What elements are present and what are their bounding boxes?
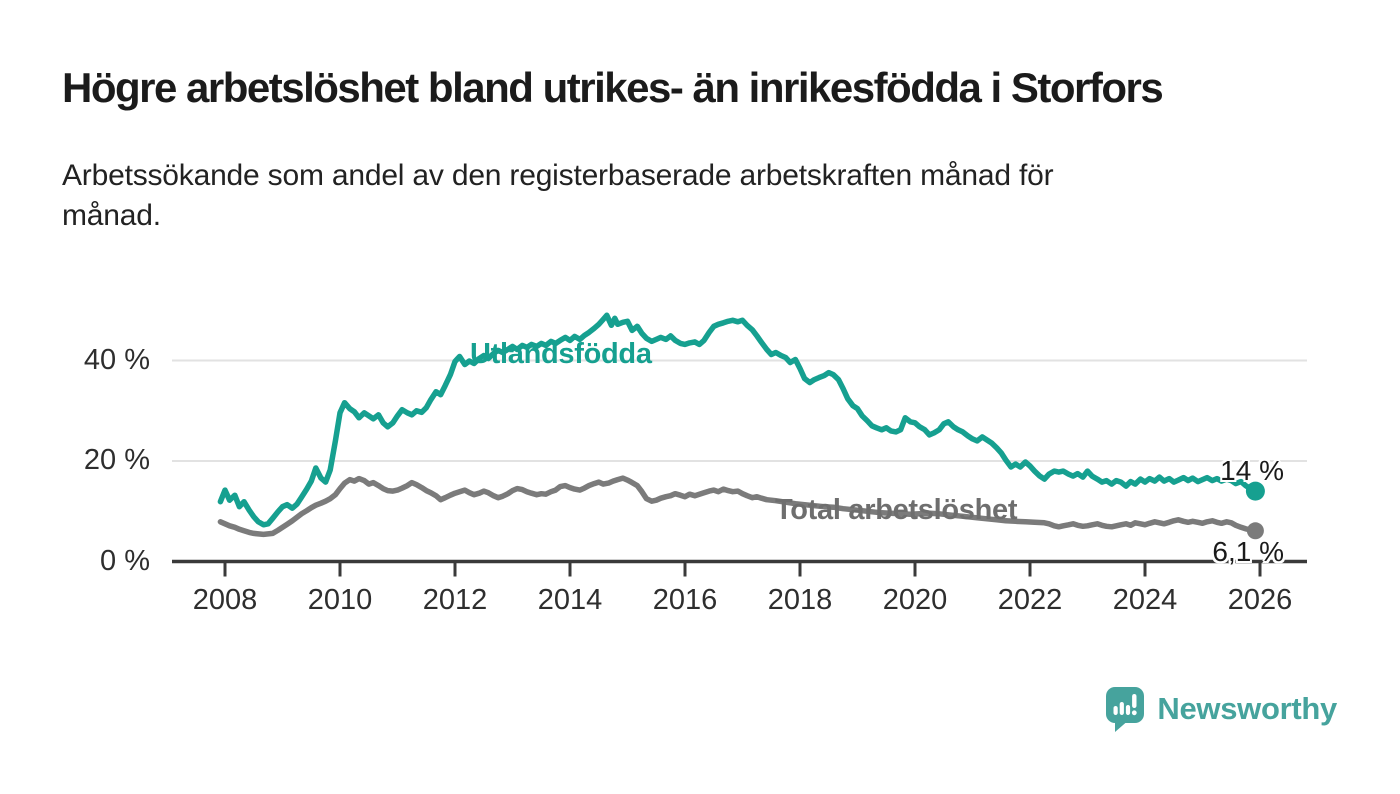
series-end-dot-utlandsfodda: [1245, 481, 1265, 501]
x-tick-label-2012: 2012: [422, 584, 488, 616]
brand-footer: Newsworthy: [1105, 686, 1337, 732]
x-tick-label-2010: 2010: [307, 584, 373, 616]
y-tick-label-40: 40 %: [83, 343, 150, 376]
chart-subtitle-line2: månad.: [62, 199, 161, 232]
series-label-total: Total arbetslöshet: [775, 494, 1018, 526]
chart-subtitle-line1: Arbetssökande som andel av den registerb…: [62, 159, 1054, 192]
x-tick-label-2026: 2026: [1227, 584, 1293, 616]
x-tick-label-2018: 2018: [767, 584, 833, 616]
page-title: Högre arbetslöshet bland utrikes- än inr…: [62, 64, 1164, 111]
x-tick-label-2008: 2008: [192, 584, 258, 616]
x-tick-label-2016: 2016: [652, 584, 718, 616]
x-tick-label-2022: 2022: [997, 584, 1063, 616]
y-tick-label-0: 0 %: [100, 544, 150, 577]
newsworthy-logo-icon: [1106, 687, 1145, 732]
series-line-utlandsfodda: [217, 312, 1259, 528]
x-tick-label-2014: 2014: [537, 584, 603, 616]
x-tick-label-2024: 2024: [1112, 584, 1178, 616]
series-label-utlandsfodda: Utlandsfödda: [470, 338, 652, 370]
y-tick-label-20: 20 %: [83, 443, 150, 476]
x-tick-label-2020: 2020: [882, 584, 948, 616]
end-value-label-total: 6,1 %: [1212, 536, 1284, 567]
chart-subtitle: Arbetssökande som andel av den registerb…: [62, 156, 1262, 236]
brand-name: Newsworthy: [1157, 691, 1337, 726]
end-value-label-utlandsfodda: 14 %: [1220, 455, 1284, 486]
series-line-total: [217, 475, 1259, 538]
series-end-dot-total: [1246, 522, 1264, 540]
